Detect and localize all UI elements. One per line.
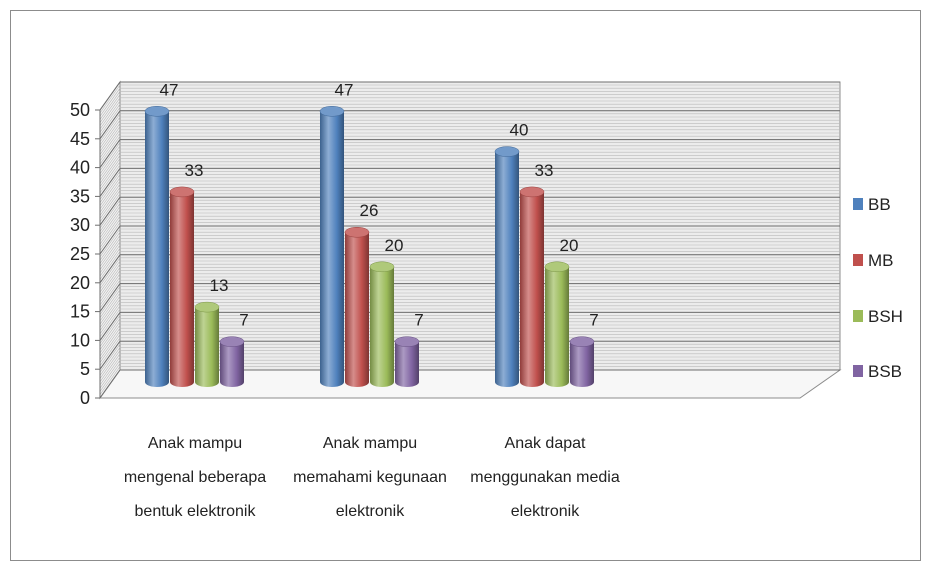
gridline-side xyxy=(99,110,121,140)
data-label: 13 xyxy=(210,276,229,295)
bar-bsb-3 xyxy=(569,336,595,387)
bar-mb-1 xyxy=(169,186,195,387)
bar-bb-1 xyxy=(144,106,170,387)
bar-body xyxy=(220,341,244,387)
data-label: 33 xyxy=(535,161,554,180)
gridline-side xyxy=(99,225,121,255)
y-tick-label: 40 xyxy=(70,158,90,178)
bar-bsh-3 xyxy=(544,261,570,387)
bar-cap xyxy=(194,301,220,313)
bar-bsb-2 xyxy=(394,336,420,387)
gridline-side xyxy=(99,312,121,341)
y-tick-label: 50 xyxy=(70,100,90,120)
data-label: 7 xyxy=(239,311,248,330)
legend-label-mb: MB xyxy=(868,251,894,270)
category-label: mengenal beberapa xyxy=(124,469,266,486)
data-label: 26 xyxy=(360,201,379,220)
gridline-side xyxy=(99,196,121,226)
bar-cap xyxy=(219,336,245,347)
bar-cap xyxy=(544,261,570,273)
bar-cap xyxy=(494,146,520,157)
bar-bb-2 xyxy=(319,106,345,387)
legend-label-bsh: BSH xyxy=(868,307,903,326)
legend-swatch-bsb xyxy=(853,365,863,377)
bar-body xyxy=(395,341,419,387)
y-tick-label: 20 xyxy=(70,273,90,293)
y-tick-label: 45 xyxy=(70,129,90,149)
legend-swatch-mb xyxy=(853,254,863,266)
gridline-side xyxy=(99,369,121,399)
legend-swatch-bsh xyxy=(853,310,863,322)
bar-body xyxy=(370,266,394,387)
category-label: Anak mampu xyxy=(323,435,417,452)
bar-body xyxy=(495,151,519,387)
bar-body xyxy=(320,111,344,387)
category-label: Anak mampu xyxy=(148,435,242,452)
gridline-side xyxy=(99,168,121,197)
bar-body xyxy=(145,111,169,387)
bar-bsh-1 xyxy=(194,301,220,387)
bar-mb-2 xyxy=(344,226,370,387)
y-tick-label: 0 xyxy=(80,388,90,408)
category-label: Anak dapat xyxy=(505,435,587,452)
bar-body xyxy=(520,191,544,387)
y-tick-label: 15 xyxy=(70,302,90,322)
bar-mb-3 xyxy=(519,186,545,387)
data-label: 40 xyxy=(510,121,529,140)
bar-body xyxy=(570,341,594,387)
category-label: elektronik xyxy=(336,503,405,520)
legend-swatch-bb xyxy=(853,198,863,210)
category-label: menggunakan media xyxy=(470,469,620,486)
bar-cap xyxy=(344,226,370,238)
bar-body xyxy=(195,307,219,387)
bar-body xyxy=(545,266,569,387)
bar-bsb-1 xyxy=(219,336,245,387)
data-label: 33 xyxy=(185,161,204,180)
data-label: 7 xyxy=(414,311,423,330)
data-label: 7 xyxy=(589,311,598,330)
gridline-side xyxy=(99,283,121,312)
category-label: bentuk elektronik xyxy=(135,503,257,520)
bar-bsh-2 xyxy=(369,261,395,387)
bar-bb-3 xyxy=(494,146,520,387)
legend-label-bb: BB xyxy=(868,195,891,214)
data-label: 47 xyxy=(160,80,179,99)
bar-body xyxy=(170,191,194,387)
data-label: 20 xyxy=(560,236,579,255)
data-label: 47 xyxy=(335,80,354,99)
bar-cap xyxy=(169,186,195,198)
gridline-side xyxy=(99,81,121,111)
bar-cap xyxy=(519,186,545,198)
data-label: 20 xyxy=(385,236,404,255)
category-label: elektronik xyxy=(511,503,580,520)
legend-label-bsb: BSB xyxy=(868,362,902,381)
y-tick-label: 25 xyxy=(70,244,90,264)
gridline-side xyxy=(99,139,121,168)
bar-cap xyxy=(319,106,345,117)
bar-cap xyxy=(394,336,420,347)
category-label: memahami kegunaan xyxy=(293,469,447,486)
y-tick-label: 35 xyxy=(70,186,90,206)
bar-cap xyxy=(144,106,170,117)
gridline-side xyxy=(99,340,121,370)
y-tick-label: 30 xyxy=(70,215,90,235)
bar-body xyxy=(345,232,369,387)
gridline-side xyxy=(99,254,121,284)
bar-cap xyxy=(569,336,595,347)
bar-cap xyxy=(369,261,395,273)
y-tick-label: 5 xyxy=(80,359,90,379)
y-tick-label: 10 xyxy=(70,330,90,350)
